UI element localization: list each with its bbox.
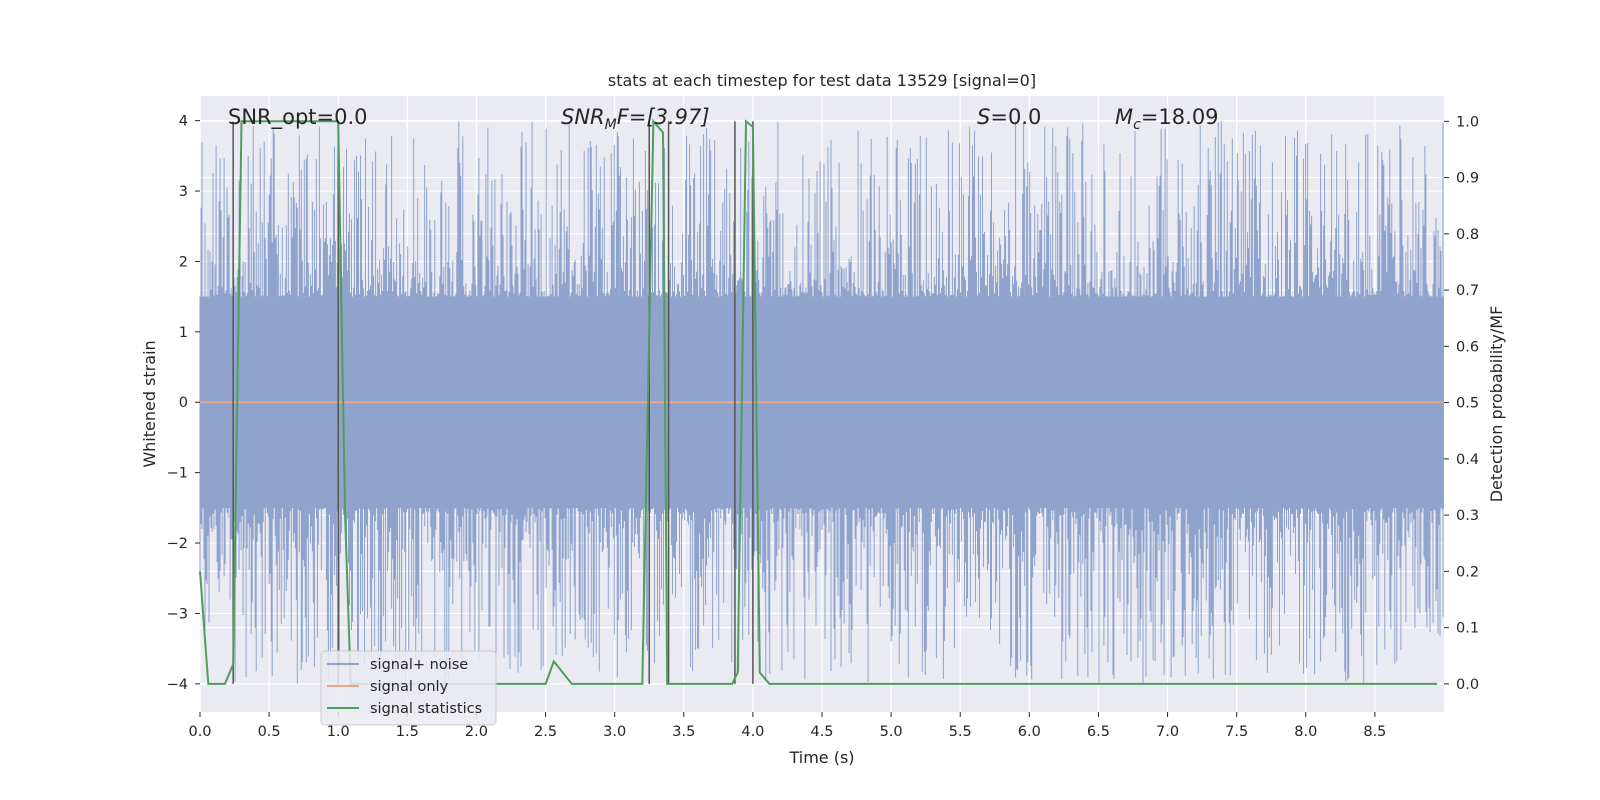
x-tick-label: 1.0	[327, 724, 350, 740]
x-tick-label: 8.5	[1363, 724, 1386, 740]
x-tick-label: 4.0	[741, 724, 764, 740]
y-right-tick-label: 0.5	[1456, 396, 1479, 412]
y-axis-right: 0.0 0.1 0.2 0.3 0.4 0.5 0.6 0.7 0.8 0.9 1.0	[1444, 114, 1479, 693]
y-right-tick-label: 0.4	[1456, 452, 1479, 468]
y-right-tick-label: 0.3	[1456, 508, 1479, 524]
legend: signal+ noise signal only signal statist…	[320, 650, 497, 726]
y-tick-label: 0	[179, 395, 188, 411]
y-right-tick-label: 1.0	[1456, 114, 1479, 130]
y-tick-label: 1	[179, 325, 188, 341]
x-tick-label: 8.0	[1294, 724, 1317, 740]
y-right-tick-label: 0.0	[1456, 677, 1479, 693]
x-tick-label: 6.0	[1018, 724, 1041, 740]
x-tick-label: 5.5	[949, 724, 972, 740]
y-tick-label: 3	[179, 184, 188, 200]
x-tick-label: 0.5	[258, 724, 281, 740]
x-tick-label: 3.0	[603, 724, 626, 740]
y-right-tick-label: 0.1	[1456, 621, 1479, 637]
x-axis-label: Time (s)	[788, 748, 854, 767]
y-tick-label: −1	[167, 466, 188, 482]
annotation-s: S=0.0	[977, 105, 1041, 129]
x-axis: 0.0 0.5 1.0 1.5 2.0 2.5 3.0 3.5 4.0 4.5 5.0 5.5 6.0 6…	[188, 712, 1386, 740]
y-axis-label-left: Whitened strain	[140, 340, 159, 467]
x-tick-label: 3.5	[672, 724, 695, 740]
y-tick-label: 2	[179, 254, 188, 270]
x-tick-label: 4.5	[810, 724, 833, 740]
x-tick-label: 0.0	[188, 724, 211, 740]
y-tick-label: −4	[167, 677, 188, 693]
y-right-tick-label: 0.7	[1456, 283, 1479, 299]
x-tick-label: 2.0	[465, 724, 488, 740]
vertical-markers	[232, 121, 754, 684]
y-right-tick-label: 0.6	[1456, 339, 1479, 355]
y-axis-label-right: Detection probability/MF	[1487, 306, 1506, 503]
y-right-tick-label: 0.8	[1456, 227, 1479, 243]
x-tick-label: 2.5	[534, 724, 557, 740]
annotation-snr-opt: SNR_opt=0.0	[228, 105, 368, 130]
x-tick-label: 1.5	[396, 724, 419, 740]
legend-label-statistics: signal statistics	[370, 701, 482, 717]
legend-label-signal-only: signal only	[370, 679, 449, 695]
legend-label-noise: signal+ noise	[370, 657, 468, 673]
y-right-tick-label: 0.2	[1456, 564, 1479, 580]
y-tick-label: −3	[167, 606, 188, 622]
x-tick-label: 6.5	[1087, 724, 1110, 740]
x-tick-label: 7.5	[1225, 724, 1248, 740]
y-tick-label: 4	[179, 114, 188, 130]
y-right-tick-label: 0.9	[1456, 171, 1479, 187]
chart-title: stats at each timestep for test data 135…	[608, 71, 1036, 90]
annotation-snr-mf: SNRMF=[3.97]	[561, 105, 710, 133]
signal-statistics-line	[199, 118, 1438, 685]
legend-box	[320, 650, 497, 726]
y-tick-label: −2	[167, 536, 188, 552]
y-axis-left: −4 −3 −2 −1 0 1 2 3 4	[167, 114, 200, 693]
annotation-mc: Mc=18.09	[1115, 105, 1219, 133]
x-tick-label: 7.0	[1156, 724, 1179, 740]
x-tick-label: 5.0	[880, 724, 903, 740]
